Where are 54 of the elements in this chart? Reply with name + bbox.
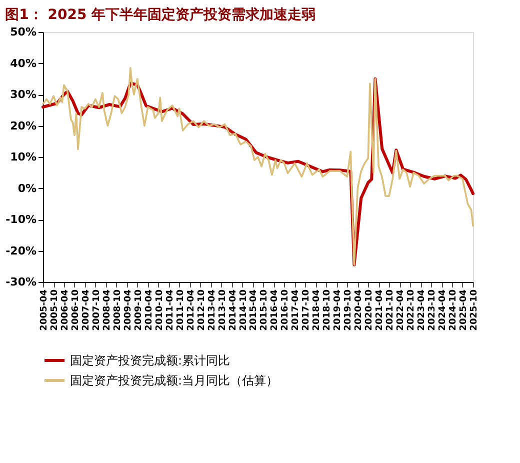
legend-label: 固定资产投资完成额:累计同比 [70, 354, 230, 368]
x-tick-label: 2022-04 [396, 290, 406, 331]
x-tick-label: 2010-10 [154, 290, 165, 331]
x-tick-label: 2025-04 [458, 290, 469, 331]
x-tick-label: 2010-04 [144, 290, 154, 331]
x-tick-label: 2018-10 [322, 290, 333, 331]
x-tick-label: 2011-10 [176, 290, 186, 331]
x-tick-label: 2021-04 [375, 290, 386, 331]
x-tick-label: 2006-10 [70, 290, 81, 331]
x-tick-label: 2021-10 [386, 290, 396, 331]
x-tick-label: 2019-04 [333, 290, 344, 331]
x-tick-label: 2008-04 [102, 290, 112, 331]
x-tick-label: 2005-04 [40, 290, 50, 331]
y-tick-label: 40% [10, 56, 36, 70]
x-tick-label: 2020-04 [354, 290, 364, 331]
y-tick-label: 10% [10, 150, 36, 164]
x-tick-label: 2007-10 [92, 290, 102, 331]
y-tick-label: 0% [18, 182, 36, 195]
x-tick-label: 2007-04 [81, 290, 92, 331]
y-tick-label: 30% [10, 88, 36, 101]
x-tick-label: 2012-10 [196, 290, 207, 331]
x-tick-label: 2014-04 [228, 290, 238, 331]
x-tick-label: 2014-10 [238, 290, 249, 331]
x-tick-label: 2022-10 [406, 290, 417, 331]
x-tick-label: 2018-04 [312, 290, 322, 331]
x-tick-label: 2024-10 [448, 290, 459, 331]
y-tick-label: -10% [6, 213, 36, 226]
x-tick-label: 2012-04 [186, 290, 196, 331]
x-tick-label: 2019-10 [344, 290, 354, 331]
x-tick-label: 2009-10 [134, 290, 144, 331]
y-tick-label: 50% [10, 26, 36, 38]
x-tick-label: 2006-04 [60, 290, 70, 331]
y-tick-label: 20% [10, 119, 36, 132]
x-tick-label: 2013-10 [218, 290, 228, 331]
y-tick-label: -20% [6, 244, 36, 258]
x-tick-label: 2025-10 [470, 290, 480, 331]
x-tick-label: 2020-10 [364, 290, 375, 331]
x-tick-label: 2016-10 [280, 290, 291, 331]
x-tick-label: 2017-04 [291, 290, 302, 331]
x-tick-label: 2015-10 [260, 290, 270, 331]
x-tick-label: 2013-04 [207, 290, 218, 331]
x-tick-label: 2017-10 [302, 290, 312, 331]
x-tick-label: 2009-04 [123, 290, 134, 331]
x-tick-label: 2016-04 [270, 290, 280, 331]
x-tick-label: 2008-10 [112, 290, 123, 331]
x-tick-label: 2005-10 [50, 290, 60, 331]
y-tick-label: -30% [6, 276, 36, 288]
x-tick-label: 2023-10 [428, 290, 438, 331]
legend-label: 固定资产投资完成额:当月同比（估算） [70, 374, 278, 388]
x-tick-label: 2024-04 [438, 290, 448, 331]
x-tick-label: 2023-04 [417, 290, 428, 331]
chart-title: 图1： 2025 年下半年固定资产投资需求加速走弱 [5, 6, 316, 23]
x-tick-label: 2011-04 [165, 290, 176, 331]
x-tick-label: 2015-04 [249, 290, 260, 331]
